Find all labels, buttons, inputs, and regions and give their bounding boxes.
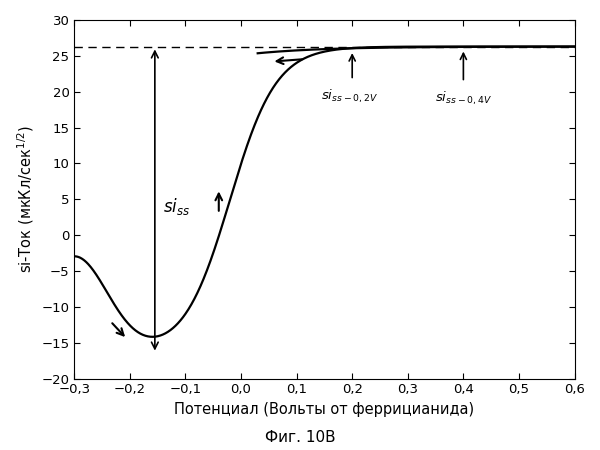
Y-axis label: si-Ток (мкКл/сек$^{1/2}$): si-Ток (мкКл/сек$^{1/2}$)	[15, 126, 36, 273]
X-axis label: Потенциал (Вольты от феррицианида): Потенциал (Вольты от феррицианида)	[175, 402, 475, 417]
Text: Фиг. 10В: Фиг. 10В	[265, 431, 335, 446]
Text: $si_{ss-0,4V}$: $si_{ss-0,4V}$	[435, 90, 492, 107]
Text: $si_{ss-0,2V}$: $si_{ss-0,2V}$	[321, 88, 378, 105]
Text: $si_{ss}$: $si_{ss}$	[163, 196, 190, 217]
